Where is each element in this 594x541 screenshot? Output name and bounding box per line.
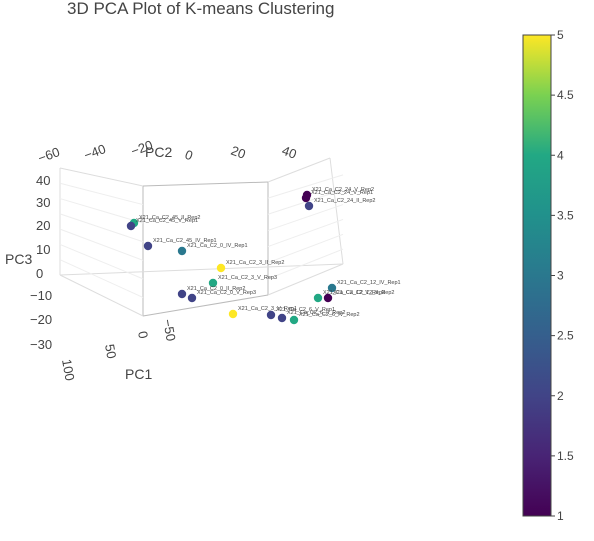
point-label: X21_Ca_C2_45_IV_Rep1 (153, 238, 217, 244)
colorbar-tick-label: 4.5 (557, 88, 574, 102)
data-point[interactable] (289, 315, 299, 325)
data-point[interactable] (187, 293, 197, 303)
pc2-tick-label: −20 (129, 137, 155, 159)
pc1-tick-label: −50 (160, 318, 179, 342)
point-label: X21_Ca_C2_0_IV_Rep1 (187, 243, 248, 249)
colorbar-tick-label: 2 (557, 389, 564, 403)
point-label: X21_Ca_C2_6_V_Rep1 (276, 307, 335, 313)
point-label: X21_Ca_C2_12_II_Rep2 (333, 290, 394, 296)
pc2-tick-label: 0 (183, 147, 195, 164)
grid-line (59, 274, 144, 317)
point-label: X21_Ca_C2_3_V_Rep1 (238, 306, 297, 312)
pc3-tick-label: 0 (36, 266, 43, 281)
grid-line (59, 243, 144, 280)
grid-line (267, 233, 344, 264)
grid-line (267, 174, 344, 199)
colorbar-tick-label: 5 (557, 28, 564, 42)
colorbar-tick-label: 1.5 (557, 449, 574, 463)
data-point[interactable] (126, 221, 136, 231)
axis-titles: PC2 PC3 PC1 (5, 144, 172, 382)
colorbar-tick-label: 2.5 (557, 329, 574, 343)
data-point[interactable] (228, 309, 238, 319)
data-point[interactable] (177, 246, 187, 256)
pc3-tick-label: −20 (30, 312, 52, 327)
point-label: X21_Ca_C2_6_II_Rep2 (287, 310, 345, 316)
grid-line (59, 259, 144, 298)
colorbar-tick-label: 3.5 (557, 208, 574, 222)
data-point[interactable] (208, 278, 218, 288)
pc3-tick-label: −10 (30, 288, 52, 303)
point-label: X21_Ca_C2_45_II_Rep2 (139, 215, 200, 221)
data-point[interactable] (216, 263, 226, 273)
data-point[interactable] (323, 293, 333, 303)
grid-line (267, 218, 344, 248)
colorbar-tick-label: 4 (557, 148, 564, 162)
data-point[interactable] (313, 293, 323, 303)
point-label: X21_Ca_C2_24_V_Rep1 (311, 190, 373, 196)
point-label: X21_Ca_C2_12_V_Rep3 (323, 290, 385, 296)
grid-line (267, 263, 344, 296)
pc2-tick-label: 20 (229, 143, 248, 162)
point-label: X21_Ca_C2_45_V_Rep1 (136, 218, 198, 224)
point-label: X21_Ca_C2_6_IV_Rep2 (299, 312, 360, 318)
pc1-tick-label: 0 (135, 330, 151, 340)
point-label: X21_Ca_C2_3_II_Rep2 (226, 260, 284, 266)
pc3-tick-label: 40 (36, 173, 50, 188)
grid-line (59, 213, 144, 243)
pc3-axis-title: PC3 (5, 251, 32, 267)
pc3-tick-label: −30 (30, 337, 52, 352)
colorbar-tick-label: 1 (557, 509, 564, 523)
pc3-tick-label: 30 (36, 195, 50, 210)
pc2-tick-label: −60 (36, 144, 62, 166)
grid-line (267, 248, 344, 280)
grid-line (59, 182, 144, 206)
grid-line (267, 157, 331, 183)
data-point[interactable] (143, 241, 153, 251)
data-point[interactable] (266, 310, 276, 320)
point-label: X21_Ca_C2_0_II_Rep2 (187, 286, 245, 292)
point-label: X21_Ca_C2_12_IV_Rep1 (337, 280, 401, 286)
pc3-tick-label: 20 (36, 218, 50, 233)
data-point[interactable] (301, 193, 311, 203)
point-label: X21_Ca_C2_24_II_Rep2 (314, 198, 375, 204)
point-label: X21_Ca_C2_3_V_Rep3 (218, 275, 277, 281)
grid-line (59, 167, 144, 187)
grid-line (59, 198, 144, 224)
scene-grid (59, 157, 344, 317)
colorbar: 5 4.5 4 3.5 3 2.5 2 1.5 1 (522, 28, 574, 523)
colorbar-gradient (522, 34, 552, 517)
data-point[interactable] (277, 313, 287, 323)
pc1-axis-title: PC1 (125, 366, 152, 382)
grid-line (267, 204, 344, 231)
data-point[interactable] (304, 201, 314, 211)
data-point[interactable] (177, 289, 187, 299)
pc3-tick-label: 10 (36, 242, 50, 257)
pc2-tick-label: −40 (82, 141, 108, 163)
point-label: X21_Ca_C2_0_V_Rep3 (197, 290, 256, 296)
grid-line (142, 294, 269, 317)
colorbar-tick-label: 3 (557, 269, 564, 283)
pc2-tick-label: 40 (280, 143, 299, 162)
grid-line (329, 157, 344, 265)
pc2-axis-title: PC2 (145, 144, 172, 160)
point-label: X21_Ca_C2_24_V_Rep2 (312, 187, 374, 193)
data-point[interactable] (327, 283, 337, 293)
grid-line (142, 181, 269, 187)
grid-line (59, 228, 144, 261)
chart-title: 3D PCA Plot of K-means Clustering (67, 0, 334, 18)
pc1-tick-label: 50 (102, 343, 119, 360)
pc1-tick-label: 100 (59, 358, 78, 382)
grid-line (59, 263, 344, 276)
